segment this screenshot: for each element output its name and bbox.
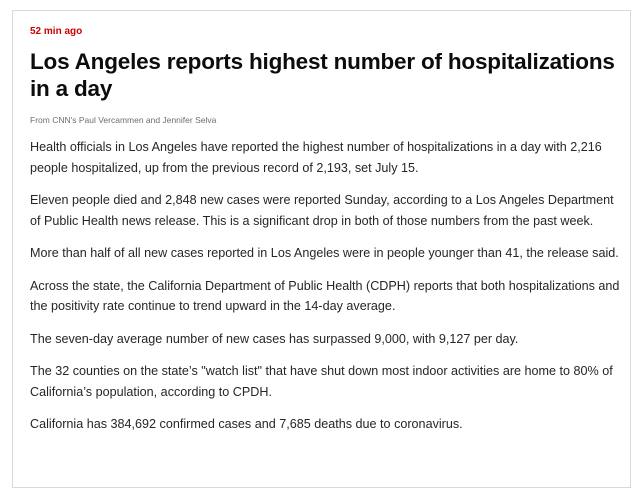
live-update-post: 52 min ago Los Angeles reports highest n… [12, 10, 631, 488]
post-timestamp: 52 min ago [30, 26, 83, 37]
body-paragraph: Across the state, the California Departm… [30, 278, 620, 314]
body-paragraph: California has 384,692 confirmed cases a… [30, 417, 463, 431]
body-paragraph: Health officials in Los Angeles have rep… [30, 140, 602, 175]
body-paragraph: The seven-day average number of new case… [30, 331, 519, 346]
post-headline: Los Angeles reports highest number of ho… [30, 49, 615, 101]
post-byline: From CNN's Paul Vercammen and Jennifer S… [30, 115, 217, 125]
body-paragraph: Eleven people died and 2,848 new cases w… [30, 193, 614, 228]
body-paragraph: More than half of all new cases reported… [30, 246, 619, 260]
post-body: Health officials in Los Angeles have rep… [30, 137, 626, 447]
body-paragraph: The 32 counties on the state’s "watch li… [30, 364, 613, 399]
